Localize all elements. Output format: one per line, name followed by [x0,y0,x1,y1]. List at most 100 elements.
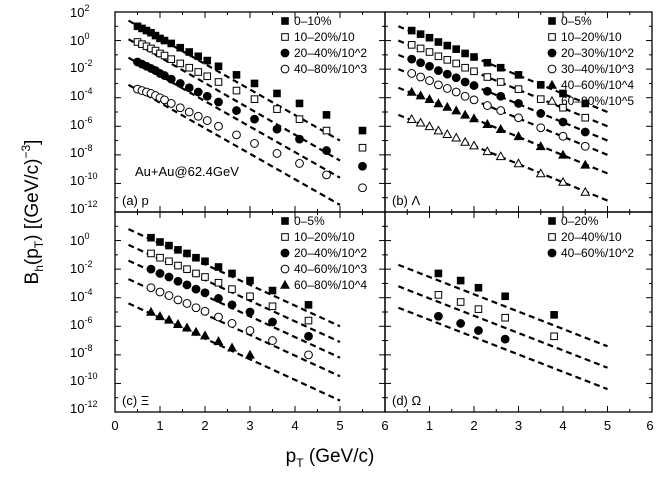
data-point [443,56,452,64]
data-point [160,95,169,105]
data-point [272,124,282,134]
x-axis-title: pT (GeV/c) [286,446,375,470]
data-point [460,109,471,119]
data-point [160,71,169,80]
data-point [496,106,506,115]
data-point [469,95,479,105]
data-point [227,342,237,352]
legend-marker [547,248,557,258]
data-point [580,141,590,151]
data-point [558,176,568,186]
data-point [156,238,164,246]
x-tick-label: 2 [470,418,477,433]
data-point [406,86,417,96]
data-point [434,80,443,90]
data-point [535,141,546,151]
data-point [482,101,492,110]
data-point [272,149,282,158]
data-point [202,91,212,101]
data-point [250,139,259,148]
y-tick-label: 10-4 [70,86,92,103]
x-tick-label: 2 [201,418,208,433]
y-tick-labels-bottom: 100 10-2 10-4 10-6 10-8 10-10 10-12 [70,231,97,416]
x-tick-label: 6 [646,418,653,433]
y-tick-label: 10-2 [70,58,92,75]
x-tick-label: 4 [559,418,566,433]
data-point [304,316,313,325]
data-point [559,89,567,98]
data-point [416,44,425,53]
data-point [416,58,426,68]
legend-marker [280,279,290,289]
data-point [183,249,191,258]
panel-a-label: (a) p [122,193,149,208]
legend-marker [548,217,556,225]
data-point [304,350,313,360]
data-point [460,77,470,87]
data-point [304,331,313,341]
data-point [425,76,434,85]
data-point [173,318,183,328]
data-point [147,249,155,258]
data-point [160,36,169,45]
x-tick-label: 1 [156,418,163,433]
data-point [322,170,331,180]
data-point [558,117,568,127]
data-point [536,81,545,89]
legend-marker [547,95,557,105]
data-point [268,302,277,311]
data-point [246,292,254,301]
legend-entry: 10–20%/10 [294,30,355,44]
data-point [407,26,416,35]
data-point [182,280,192,290]
data-point [182,299,192,308]
legend-entry: 60–80%/10^4 [294,278,367,292]
data-point [482,118,493,128]
data-point [452,59,460,68]
data-point [167,39,176,48]
data-point [166,99,176,108]
legend-entry: 20–40%/10^2 [294,246,367,260]
data-point [406,113,417,123]
fit-line [128,302,341,402]
data-point [442,128,453,138]
legend-entry: 20–30%/10^2 [561,46,634,60]
data-point [245,307,255,317]
data-point [495,123,506,133]
y-tick-label: 102 [70,3,89,20]
y-tick-label: 10-6 [70,115,92,132]
data-point [232,106,241,115]
data-point [536,95,545,103]
data-point [451,87,461,97]
data-point [416,30,425,38]
x-tick-label: 3 [246,418,253,433]
legend-entry: 0–10% [294,14,332,28]
data-point [513,131,524,141]
data-point [214,62,223,71]
data-point [191,284,201,294]
data-point [469,113,479,123]
legend-marker [548,17,556,25]
data-point [358,143,367,152]
data-point [193,87,203,97]
legend-b: 0–5% 10–20%/10 20–30%/10^2 30–40%/10^3 4… [561,14,634,108]
data-point [173,295,183,305]
x-tick-label: 5 [336,418,343,433]
data-point [322,111,331,119]
data-point [501,313,509,322]
data-point [227,319,237,328]
data-point [250,79,259,88]
data-point [193,111,203,121]
data-point [232,86,241,95]
data-point [250,114,259,124]
data-point [442,69,452,79]
data-point [268,317,277,327]
data-point [184,107,194,117]
data-point [295,115,304,123]
legend-entry: 0–5% [294,214,325,228]
data-point [470,67,478,76]
data-point [146,283,156,293]
x-tick-label: 3 [515,418,522,433]
data-point [175,103,185,113]
x-tick-label: 1 [426,418,433,433]
